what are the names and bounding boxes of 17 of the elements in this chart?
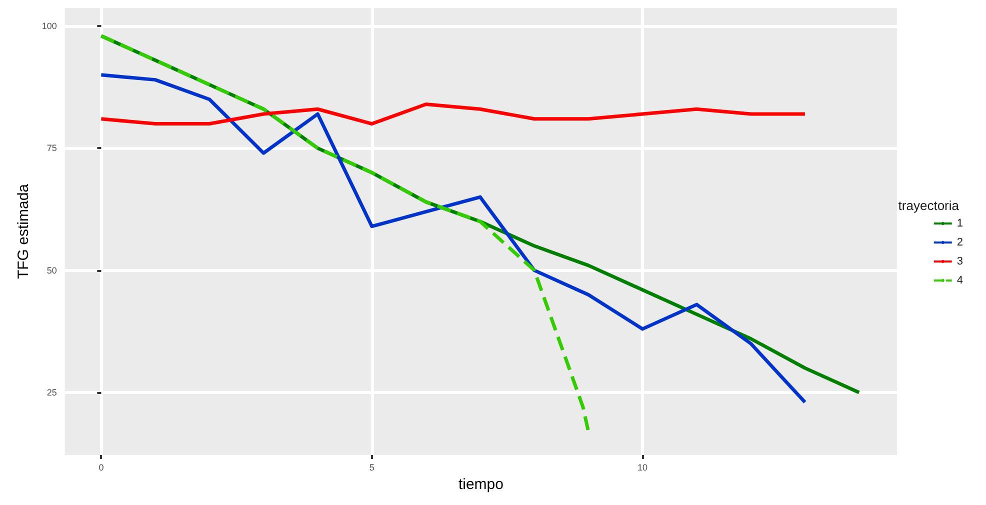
line-series	[99, 34, 590, 434]
y-tick-label: 25	[46, 387, 57, 398]
x-tick-label: 5	[369, 462, 374, 472]
y-tick-label: 100	[42, 21, 57, 32]
legend-label: 3	[956, 256, 964, 268]
legend-label: 1	[956, 218, 964, 230]
line-series	[99, 73, 807, 404]
line-series	[99, 102, 807, 126]
y-axis-title: TFG estimada	[15, 183, 32, 280]
legend-label: 2	[956, 236, 964, 248]
legend-title: trayectoria	[898, 198, 960, 213]
x-tick-label: 10	[638, 462, 648, 472]
legend-label: 4	[956, 274, 964, 286]
x-axis-title: tiempo	[458, 476, 504, 493]
y-tick-label: 50	[46, 265, 57, 276]
y-tick-label: 75	[46, 143, 57, 154]
x-tick-label: 0	[98, 462, 104, 472]
